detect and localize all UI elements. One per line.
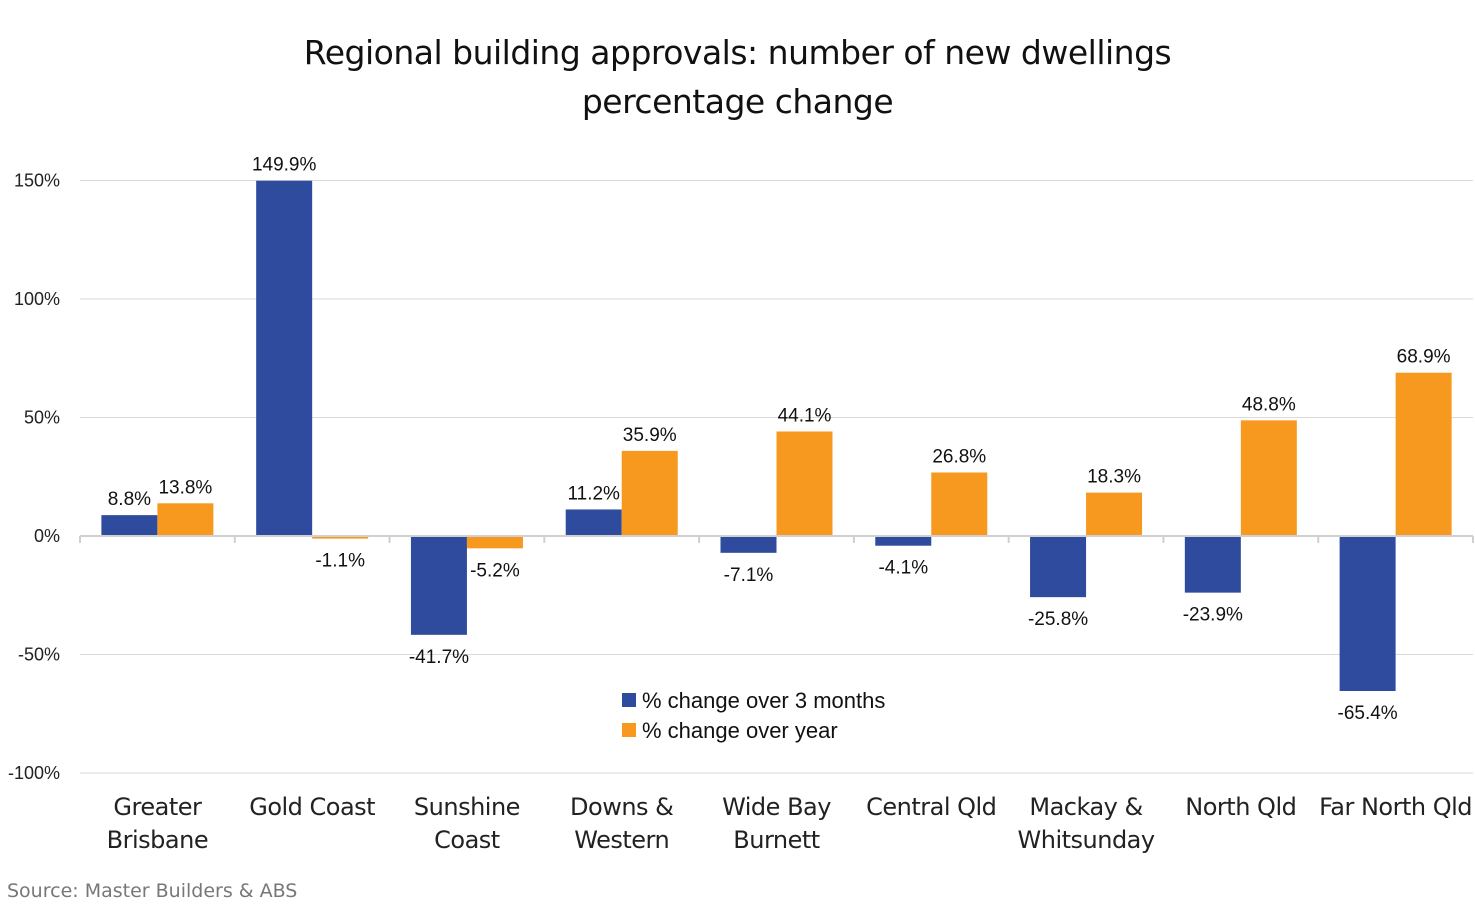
x-tick-label: Mackay & [1029,793,1142,821]
x-tick-label: Western [574,826,669,854]
bar [1240,420,1297,536]
data-label: 8.8% [108,489,151,510]
data-label: 149.9% [252,155,317,176]
data-label: -5.2% [470,560,520,581]
data-label: 13.8% [158,477,212,498]
bar [157,503,214,536]
data-label: 11.2% [567,483,620,504]
bar [1086,492,1143,536]
chart-title-line1: Regional building approvals: number of n… [303,33,1172,72]
bar [256,180,313,536]
x-tick-label: North Qld [1185,793,1296,821]
bar [1184,536,1241,593]
legend-swatch [622,723,636,737]
data-label: -1.1% [315,551,365,572]
bar [720,536,777,553]
x-tick-label: Sunshine [414,793,520,821]
x-tick-label: Central Qld [866,793,996,821]
x-tick-label: Burnett [733,826,820,854]
y-tick-label: 0% [34,526,60,546]
bar [410,536,467,635]
bar [466,536,523,549]
bar [776,431,833,536]
x-tick-label: Whitsunday [1018,826,1155,854]
bar [1395,372,1452,536]
bar [565,509,622,536]
x-tick-label: Greater [113,793,202,821]
x-tick-label: Brisbane [107,826,208,854]
data-label: -65.4% [1338,703,1398,724]
data-label: 35.9% [623,425,677,446]
data-label: -7.1% [724,565,774,586]
bar [1339,536,1396,691]
data-label: -23.9% [1183,605,1243,626]
bar [621,450,678,536]
y-tick-label: -50% [18,645,60,665]
data-label: 26.8% [932,446,986,467]
bar [101,515,158,536]
chart-title-line2: percentage change [581,82,894,121]
data-label: -4.1% [878,558,928,579]
data-label: 48.8% [1242,394,1296,415]
x-tick-label: Far North Qld [1319,793,1472,821]
data-label: 68.9% [1397,347,1451,368]
legend-swatch [622,693,636,707]
x-tick-label: Downs & [570,793,673,821]
bar [931,472,988,536]
y-tick-label: 150% [14,171,60,191]
source-note: Source: Master Builders & ABS [7,880,298,902]
x-tick-label: Gold Coast [249,793,375,821]
legend-label: % change over 3 months [642,688,885,713]
bar [1030,536,1087,598]
legend-label: % change over year [642,718,838,743]
data-label: 44.1% [778,405,832,426]
bar [312,536,369,539]
data-label: 18.3% [1087,467,1141,488]
x-tick-label: Coast [434,826,500,854]
y-tick-label: -100% [8,763,60,783]
data-label: -25.8% [1028,609,1088,630]
y-tick-label: 50% [24,408,60,428]
data-label: -41.7% [409,647,469,668]
y-tick-label: 100% [14,289,60,309]
bar [875,536,932,546]
x-tick-label: Wide Bay [722,793,831,821]
